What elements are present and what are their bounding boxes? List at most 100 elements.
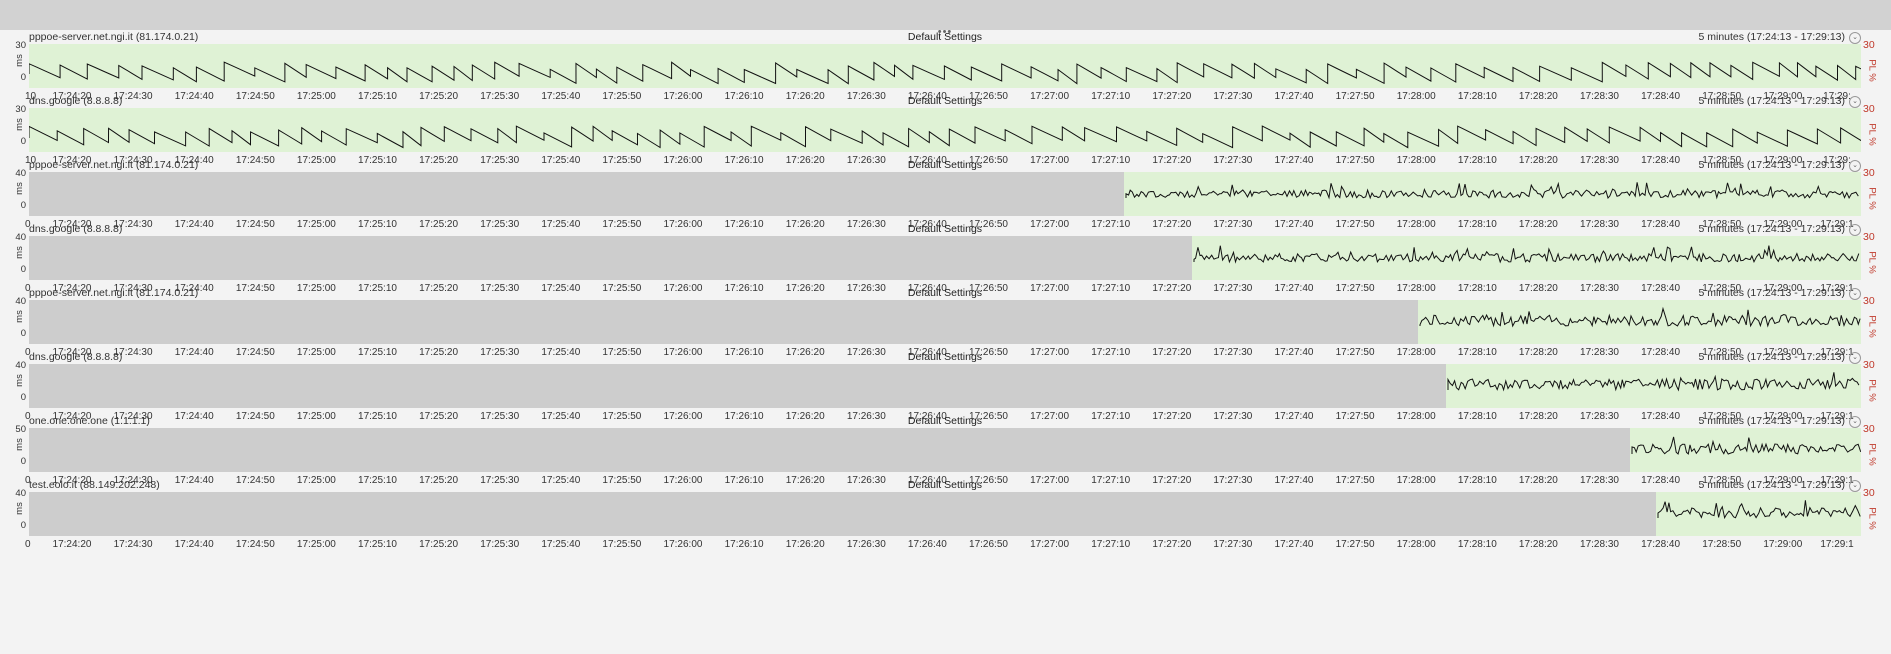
x-tick-label: 17:26:50 [969,155,1008,166]
x-tick-label: 17:25:50 [602,219,642,230]
panel-settings-label[interactable]: Default Settings [907,95,983,107]
ok-band-region [29,108,1861,152]
x-tick-label: 17:27:20 [1152,411,1192,422]
x-tick-label: 17:27:00 [1030,155,1070,166]
latency-plot[interactable] [29,428,1861,472]
panel-settings-label[interactable]: Default Settings [907,479,983,491]
x-tick-label: 17:26:50 [969,91,1008,102]
x-tick-label: 17:27:20 [1152,283,1192,294]
x-tick-label: 17:28:30 [1580,539,1619,550]
latency-line [1657,500,1861,520]
x-tick-label: 17:28:10 [1457,539,1497,550]
x-tick-label: 17:27:10 [1091,91,1131,102]
latency-plot[interactable] [29,108,1861,152]
drag-handle[interactable]: ••• [937,26,953,38]
x-tick-label: 17:27:20 [1152,475,1192,486]
x-tick-label: 17:25:10 [358,283,397,294]
graph-panel[interactable]: pppoe-server.net.ngi.it (81.174.0.21) Def… [0,287,1891,364]
x-tick-label: 17:29:00 [1763,219,1803,230]
latency-plot[interactable] [29,364,1861,408]
x-tick-label: 17:24:20 [52,539,92,550]
latency-plot-svg [29,236,1861,280]
graph-panel[interactable]: dns.google (8.8.8.8) Default Settings 5 mi… [0,351,1891,428]
panel-title: dns.google (8.8.8.8) [29,351,123,363]
graph-panel[interactable]: pppoe-server.net.ngi.it (81.174.0.21) Def… [0,31,1891,108]
x-tick-label: 17:29:1 [1820,411,1854,422]
y-axis-label: ms [13,310,25,323]
x-tick-label: 17:26:00 [663,155,703,166]
latency-plot[interactable] [29,44,1861,88]
x-tick-label: 17:24:20 [52,91,92,102]
x-tick-label: 17:26:30 [846,219,886,230]
chevron-down-icon[interactable]: ⌄ [1849,288,1861,300]
chevron-down-icon[interactable]: ⌄ [1849,96,1861,108]
panel-settings-label[interactable]: Default Settings [907,351,983,363]
latency-plot[interactable] [29,300,1861,344]
x-tick-label: 17:27:50 [1335,539,1375,550]
x-tick-label: 17:27:50 [1335,219,1375,230]
chevron-down-icon[interactable]: ⌄ [1849,352,1861,364]
panel-title: pppoe-server.net.ngi.it (81.174.0.21) [29,287,199,299]
x-tick-label: 17:29:1 [1820,219,1854,230]
x-tick-label: 17:24:40 [174,475,214,486]
latency-plot[interactable] [29,492,1861,536]
chevron-down-icon[interactable]: ⌄ [1849,160,1861,172]
x-tick-label: 17:26:20 [785,283,825,294]
chevron-down-icon[interactable]: ⌄ [1849,224,1861,236]
x-tick-label: 17:26:10 [724,155,764,166]
x-tick-label: 17:26:00 [663,219,703,230]
chevron-down-icon[interactable]: ⌄ [1849,416,1861,428]
x-tick-label: 17:28:00 [1396,283,1436,294]
x-tick-label: 17:26:40 [907,219,947,230]
latency-plot-svg [29,364,1861,408]
panel-settings-label[interactable]: Default Settings [907,415,983,427]
graph-panel[interactable]: pppoe-server.net.ngi.it (81.174.0.21) Def… [0,159,1891,236]
x-tick-label: 17:29:00 [1763,539,1803,550]
x-tick-label: 17:27:00 [1030,283,1070,294]
x-tick-label: 17:27:40 [1274,283,1314,294]
x-tick-label: 17:27:20 [1152,155,1192,166]
graph-panel[interactable]: one.one.one.one (1.1.1.1) Default Setting… [0,415,1891,492]
x-tick-label: 17:27:30 [1213,219,1253,230]
time-range-label: 5 minutes (17:24:13 - 17:29:13) [1698,159,1845,171]
chevron-down-icon[interactable]: ⌄ [1849,480,1861,492]
panel-settings-label[interactable]: Default Settings [907,287,983,299]
x-tick-label: 17:25:50 [602,155,642,166]
panel-settings-label[interactable]: Default Settings [907,31,983,43]
packet-loss-axis-label: PL % [1866,187,1878,210]
graph-panel[interactable]: dns.google (8.8.8.8) Default Settings 5 mi… [0,223,1891,300]
y-axis-label: ms [13,54,25,67]
x-axis: 10 17:24:20 17:24:30 17:24:40 17:24:50 17:25:… [25,88,1861,106]
x-tick-label: 17:26:30 [846,347,886,358]
x-tick-label: 17:26:20 [785,475,825,486]
chevron-down-icon[interactable]: ⌄ [1849,32,1861,44]
latency-line [1125,181,1859,200]
latency-plot[interactable] [29,236,1861,280]
panel-title: dns.google (8.8.8.8) [29,95,123,107]
ok-band-region [1446,364,1861,408]
x-tick-label: 17:24:20 [52,347,92,358]
x-tick-label: 17:28:20 [1518,347,1558,358]
time-range-label: 5 minutes (17:24:13 - 17:29:13) [1698,415,1845,427]
graph-panel[interactable]: test.eolo.it (88.149.202.248) Default Set… [0,479,1891,556]
x-tick-label: 17:24:30 [113,347,153,358]
x-tick-label: 17:25:50 [602,347,642,358]
x-tick-label: 17:26:50 [969,539,1008,550]
panel-settings-label[interactable]: Default Settings [907,223,983,235]
x-tick-label: 17:24:30 [113,219,153,230]
graph-panel[interactable]: dns.google (8.8.8.8) Default Settings 5 mi… [0,95,1891,172]
x-tick-label: 10 [25,91,37,102]
x-tick-label: 17:25:20 [419,91,459,102]
x-tick-label: 17:25:20 [419,539,459,550]
latency-plot[interactable] [29,172,1861,216]
x-tick-label: 17:28:10 [1457,219,1497,230]
x-tick-label: 17:27:00 [1030,475,1070,486]
panel-settings-label[interactable]: Default Settings [907,159,983,171]
x-tick-label: 17:28:50 [1702,219,1742,230]
x-tick-label: 17:28:40 [1641,219,1681,230]
x-tick-label: 17:25:20 [419,283,459,294]
packet-loss-axis-label: PL % [1866,379,1878,402]
x-tick-label: 17:26:10 [724,347,764,358]
no-data-region [29,300,1418,344]
x-tick-label: 17:25:40 [541,539,581,550]
